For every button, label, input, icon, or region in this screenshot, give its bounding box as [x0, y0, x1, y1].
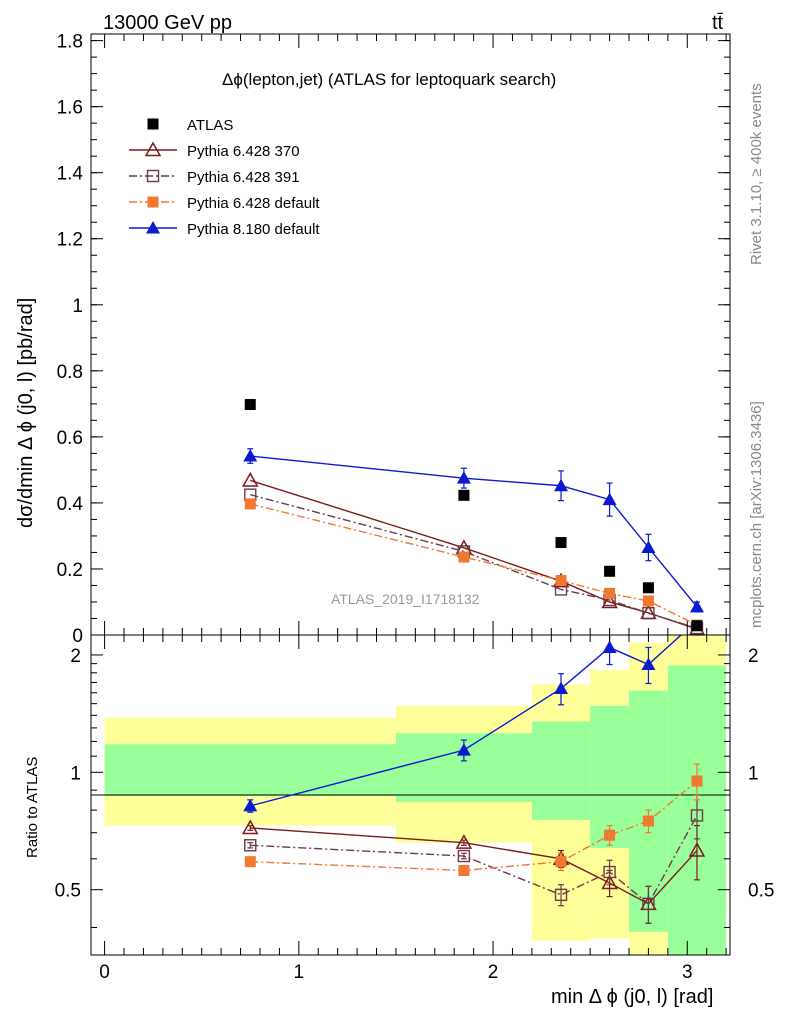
- main-pythia-8-180-default-point: [456, 471, 471, 484]
- main-pythia-6-428-370-point: [241, 471, 259, 487]
- ratio-pythia-6-428-default-point: [691, 775, 703, 787]
- main-pythia-6-428-default-line: [250, 503, 698, 626]
- main-pythia-8-180-default-point: [689, 599, 704, 613]
- main-pythia-8-180-default-point: [641, 540, 656, 553]
- ratio-pythia-6-428-391-line: [250, 815, 698, 905]
- ratio-pythia-6-428-default-point: [244, 856, 256, 868]
- ratio-y-tick-label-right: 1: [748, 763, 759, 784]
- legend-pythia-6-428-default-label: Pythia 6.428 default: [187, 195, 320, 212]
- ratio-pythia-6-428-370-line: [250, 827, 698, 905]
- main-y-tick-label: 1.2: [57, 230, 83, 251]
- ratio-pythia-6-428-default-line: [250, 780, 698, 872]
- energy-label: 13000 GeV pp: [103, 12, 232, 34]
- legend-pythia-6-428-370-label: Pythia 6.428 370: [187, 143, 300, 160]
- ratio-pythia-6-428-391-point: [642, 897, 655, 911]
- legend-pythia-6-428-default-marker: [147, 196, 159, 208]
- main-atlas-point: [642, 582, 654, 594]
- legend-pythia-6-428-370-marker: [144, 141, 162, 157]
- ratio-plot-area: [241, 635, 706, 924]
- main-pythia-8-180-default-point: [243, 449, 258, 462]
- ratio-pythia-6-428-default-point: [642, 815, 654, 827]
- main-pythia-6-428-default-point: [458, 551, 470, 563]
- ratio-y-tick-label: 0.5: [55, 881, 81, 902]
- main-pythia-8-180-default-point: [602, 492, 617, 506]
- x-tick-label: 2: [488, 962, 499, 983]
- main-y-tick-label: 1: [72, 296, 83, 317]
- ratio-pythia-6-428-391-point: [244, 839, 257, 852]
- main-atlas-point: [458, 489, 470, 501]
- main-y-tick-label: 1.4: [57, 164, 84, 185]
- main-pythia-6-428-default-point: [642, 595, 654, 607]
- ratio-pythia-6-428-370-point: [455, 834, 473, 849]
- main-atlas-point: [604, 565, 616, 577]
- x-axis-label: min Δ ϕ (j0, l) [rad]: [551, 986, 713, 1008]
- uncertainty-bands: [104, 635, 727, 955]
- main-plot-area: [241, 399, 706, 635]
- main-ylabel: dσ/dmin Δ ϕ (j0, l) [pb/rad]: [15, 298, 37, 528]
- watermark: ATLAS_2019_I1718132: [331, 591, 480, 607]
- ratio-pythia-8-180-default-point: [554, 681, 569, 695]
- ratio-pythia-6-428-default-point: [458, 865, 470, 877]
- band-1sigma: [590, 705, 630, 848]
- ratio-pythia-6-428-370-point: [241, 819, 259, 835]
- main-pythia-6-428-370-point: [601, 593, 618, 609]
- main-y-tick-label: 0: [72, 626, 83, 647]
- ratio-y-tick-label-right: 2: [748, 646, 759, 667]
- process-label: tt̄: [712, 12, 724, 34]
- ratio-ylabel: Ratio to ATLAS: [24, 757, 41, 858]
- band-1sigma: [531, 721, 591, 820]
- legend-pythia-6-428-391-label: Pythia 6.428 391: [187, 169, 300, 186]
- x-tick-label: 0: [99, 962, 110, 983]
- main-y-tick-label: 0.4: [57, 494, 84, 515]
- main-pythia-6-428-default-point: [604, 587, 616, 599]
- ratio-y-tick-label-right: 0.5: [748, 881, 774, 902]
- main-pythia-6-428-default-point: [244, 498, 256, 510]
- legend-atlas-label: ATLAS: [187, 117, 233, 134]
- ratio-pythia-8-180-default-point: [456, 743, 471, 756]
- ratio-pythia-6-428-370-point: [688, 842, 706, 857]
- legend-pythia-8-180-default-label: Pythia 8.180 default: [187, 221, 320, 238]
- main-title: Δϕ(lepton,jet) (ATLAS for leptoquark sea…: [222, 70, 556, 89]
- main-pythia-8-180-default-line: [250, 455, 698, 608]
- ratio-pythia-6-428-391-point: [457, 849, 471, 863]
- ratio-pythia-8-180-default-line: [250, 635, 683, 807]
- ratio-pythia-8-180-default-point: [602, 640, 617, 653]
- mcplots-label: mcplots.cern.ch [arXiv:1306.3436]: [748, 401, 765, 628]
- ratio-pythia-6-428-391-point: [690, 809, 704, 822]
- ratio-y-tick-label: 1: [70, 763, 81, 784]
- band-1sigma: [104, 744, 396, 796]
- main-atlas-point: [555, 537, 567, 549]
- main-pythia-6-428-391-point: [642, 607, 655, 620]
- legend-pythia-6-428-391-marker: [146, 169, 160, 183]
- main-y-tick-label: 1.8: [57, 32, 83, 53]
- ratio-y-tick-label: 2: [70, 646, 81, 667]
- ratio-pythia-6-428-391-point: [603, 865, 616, 879]
- ratio-pythia-6-428-370-point: [601, 874, 618, 890]
- main-atlas-point: [691, 620, 703, 632]
- main-y-tick-label: 0.6: [57, 428, 83, 449]
- legend-pythia-8-180-default-marker: [146, 221, 160, 234]
- x-tick-label: 1: [294, 962, 305, 983]
- legend: ATLAS Pythia 6.428 370 Pythia 6.428 391 Pyt…: [129, 117, 320, 238]
- ratio-pythia-6-428-391-point: [554, 888, 568, 902]
- main-atlas-point: [244, 399, 256, 411]
- ratio-pythia-8-180-default-point: [641, 657, 656, 671]
- ratio-pythia-8-180-default-point: [243, 798, 258, 812]
- ratio-pythia-6-428-default-point: [555, 856, 567, 868]
- x-tick-label: 3: [682, 962, 693, 983]
- main-pythia-6-428-370-line: [250, 479, 698, 630]
- rivet-label: Rivet 3.1.10, ≥ 400k events: [748, 83, 765, 265]
- ratio-pythia-6-428-default-point: [604, 829, 616, 841]
- main-y-tick-label: 0.2: [57, 560, 83, 581]
- ratio-frame: [90, 634, 731, 956]
- main-y-tick-label: 1.6: [57, 98, 83, 119]
- main-y-tick-label: 0.8: [57, 362, 83, 383]
- main-pythia-6-428-default-point: [555, 575, 567, 587]
- main-pythia-8-180-default-point: [554, 478, 569, 492]
- legend-atlas-marker: [147, 118, 159, 130]
